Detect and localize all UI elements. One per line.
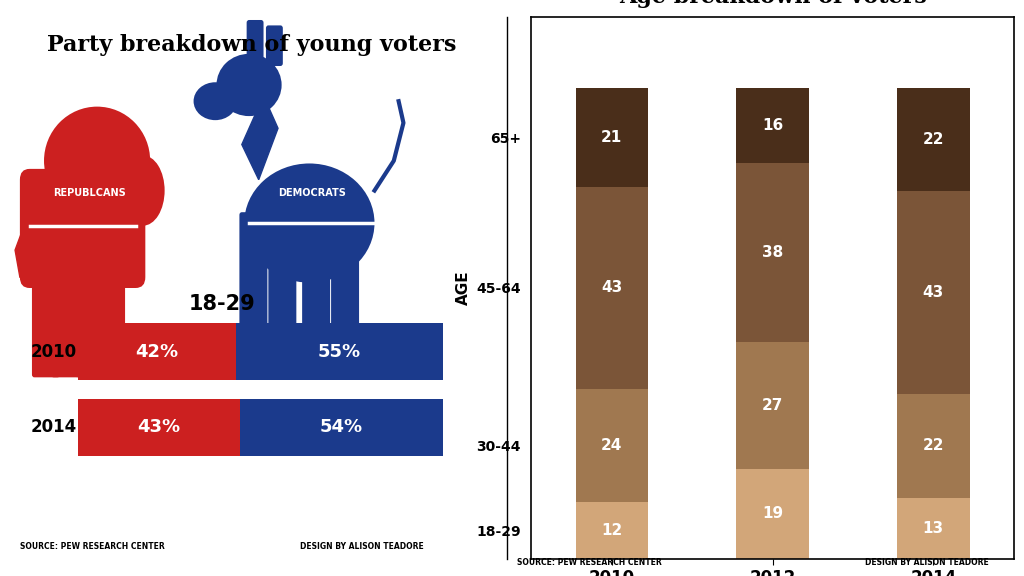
Bar	[575, 187, 648, 389]
Text: 13: 13	[923, 521, 944, 536]
Bar	[736, 469, 809, 559]
Text: Party breakdown of young voters: Party breakdown of young voters	[47, 33, 456, 55]
FancyBboxPatch shape	[268, 212, 296, 345]
Polygon shape	[15, 202, 46, 277]
FancyBboxPatch shape	[240, 399, 442, 456]
Text: DESIGN BY ALISON TEADORE: DESIGN BY ALISON TEADORE	[865, 558, 989, 567]
Text: DESIGN BY ALISON TEADORE: DESIGN BY ALISON TEADORE	[300, 541, 424, 551]
Text: 21: 21	[601, 130, 623, 145]
Bar	[575, 389, 648, 502]
FancyBboxPatch shape	[236, 323, 442, 380]
Bar	[897, 88, 970, 191]
Bar	[897, 191, 970, 394]
Text: 43: 43	[601, 281, 623, 295]
Text: 12: 12	[601, 523, 623, 538]
Ellipse shape	[121, 156, 165, 226]
Y-axis label: AGE: AGE	[456, 271, 471, 305]
Text: 24: 24	[601, 438, 623, 453]
Polygon shape	[242, 96, 278, 180]
Bar	[575, 502, 648, 559]
Bar	[736, 88, 809, 163]
Text: 18-29: 18-29	[189, 294, 256, 314]
FancyBboxPatch shape	[78, 399, 240, 456]
Text: 19: 19	[762, 506, 783, 521]
Text: 55%: 55%	[317, 343, 360, 361]
FancyBboxPatch shape	[331, 212, 359, 345]
Bar	[575, 88, 648, 187]
Bar	[897, 394, 970, 498]
FancyBboxPatch shape	[266, 25, 283, 66]
FancyBboxPatch shape	[78, 323, 236, 380]
Text: 42%: 42%	[135, 343, 178, 361]
Text: 22: 22	[923, 438, 944, 453]
FancyBboxPatch shape	[302, 212, 330, 345]
Bar	[897, 498, 970, 559]
Text: 43%: 43%	[137, 418, 180, 437]
Text: DEMOCRATS: DEMOCRATS	[278, 188, 346, 198]
FancyBboxPatch shape	[240, 212, 267, 345]
Text: 38: 38	[762, 245, 783, 260]
Text: 54%: 54%	[319, 418, 362, 437]
Text: 27: 27	[762, 398, 783, 413]
FancyBboxPatch shape	[76, 264, 103, 377]
Text: 43: 43	[923, 285, 944, 300]
Text: SOURCE: PEW RESEARCH CENTER: SOURCE: PEW RESEARCH CENTER	[517, 558, 662, 567]
Ellipse shape	[245, 164, 375, 283]
FancyBboxPatch shape	[51, 264, 79, 377]
Ellipse shape	[216, 54, 282, 116]
FancyBboxPatch shape	[97, 264, 125, 377]
Ellipse shape	[194, 82, 237, 120]
Text: REPUBLCANS: REPUBLCANS	[53, 188, 126, 198]
Text: SOURCE: PEW RESEARCH CENTER: SOURCE: PEW RESEARCH CENTER	[19, 541, 165, 551]
Text: 2014: 2014	[31, 418, 77, 437]
FancyBboxPatch shape	[32, 264, 60, 377]
Bar	[736, 163, 809, 342]
Text: 2010: 2010	[31, 343, 77, 361]
FancyBboxPatch shape	[19, 169, 145, 288]
Ellipse shape	[44, 107, 151, 215]
Text: 16: 16	[762, 118, 783, 133]
Text: 22: 22	[923, 132, 944, 147]
Title: Age breakdown of voters: Age breakdown of voters	[618, 0, 927, 9]
FancyBboxPatch shape	[247, 20, 263, 60]
Bar	[736, 342, 809, 469]
